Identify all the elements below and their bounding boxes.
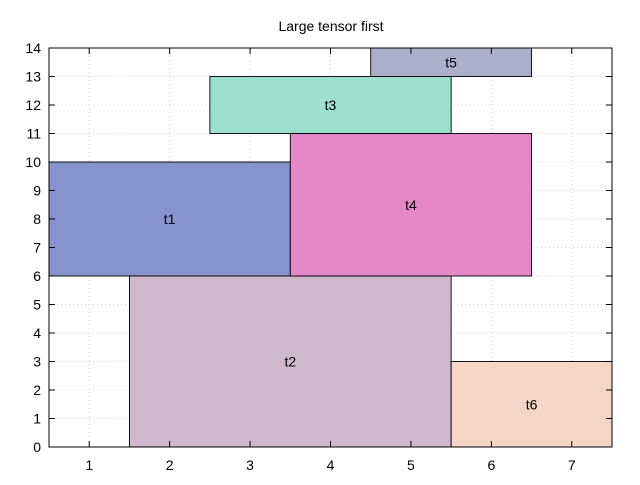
rect-t3 — [209, 76, 452, 134]
y-tick-label: 3 — [33, 354, 41, 370]
rect-t6 — [450, 361, 613, 448]
rect-t5 — [370, 47, 533, 77]
rectangles: t1 t2 t3 t4 t5 t6 — [48, 47, 613, 448]
rect-label-t2: t2 — [284, 354, 296, 370]
plot-frame — [48, 47, 613, 448]
rect-label-t6: t6 — [526, 396, 538, 412]
y-tick-label: 5 — [33, 297, 41, 313]
x-tick-label: 7 — [568, 457, 576, 473]
x-tick-label: 5 — [407, 457, 415, 473]
y-tick-label: 13 — [25, 69, 41, 85]
y-tick-label: 14 — [25, 40, 41, 56]
y-tick-label: 7 — [33, 240, 41, 256]
x-tick-label: 4 — [327, 457, 335, 473]
y-tick-label: 11 — [26, 126, 41, 142]
rect-t1 — [48, 161, 291, 277]
x-tick-label: 6 — [487, 457, 495, 473]
y-tick-label: 10 — [25, 154, 41, 170]
rect-label-t5: t5 — [445, 54, 457, 70]
y-tick-label: 8 — [33, 211, 41, 227]
y-tick-label: 4 — [33, 325, 41, 341]
chart-title: Large tensor first — [278, 18, 383, 34]
y-tick-label: 12 — [25, 97, 41, 113]
x-tick-label: 3 — [246, 457, 254, 473]
x-tick-label: 1 — [85, 457, 93, 473]
rect-label-t1: t1 — [164, 211, 176, 227]
y-tick-label: 0 — [33, 439, 41, 455]
rect-t2 — [128, 275, 452, 448]
y-tick-label: 6 — [33, 268, 41, 284]
rect-t4 — [289, 133, 533, 277]
rect-label-t4: t4 — [405, 197, 417, 213]
x-tick-label: 2 — [166, 457, 174, 473]
rect-label-t3: t3 — [325, 97, 337, 113]
y-tick-label: 2 — [33, 382, 41, 398]
y-tick-label: 9 — [33, 183, 41, 199]
y-tick-label: 1 — [33, 411, 41, 427]
